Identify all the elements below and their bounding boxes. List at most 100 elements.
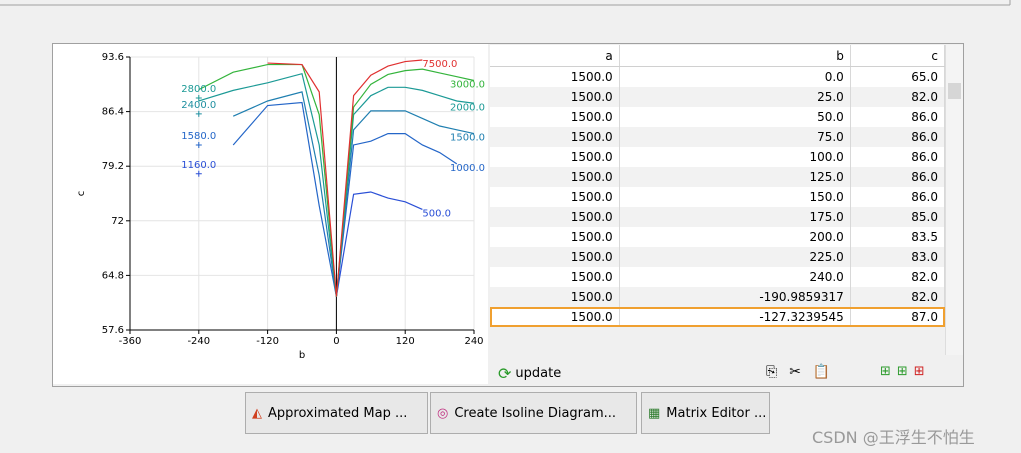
table-cell: 1500.0 (490, 147, 620, 167)
scrollbar[interactable] (945, 45, 963, 355)
table-cell: 1500.0 (490, 127, 620, 147)
isoline-label: 1500.0 (450, 133, 485, 144)
table-row[interactable]: 1500.0 150.0 86.0 (490, 187, 946, 207)
point-marker (195, 170, 202, 177)
y-axis-label: c (76, 191, 87, 197)
matrix-editor-button[interactable]: ▦ Matrix Editor ... (641, 392, 770, 434)
y-tick-label: 72 (111, 216, 124, 227)
table-row[interactable]: 1500.0 -190.9859317 82.0 (490, 287, 946, 307)
table-cell: 1500.0 (490, 267, 620, 287)
data-table[interactable]: a b c 1500.0 0.0 65.0 1500.0 25.0 82.0 1500.0 50.0… (490, 45, 946, 327)
x-tick-label: 240 (464, 336, 483, 347)
button-label: Matrix Editor ... (666, 405, 767, 421)
watermark: CSDN @王浮生不怕生 (812, 428, 975, 447)
isoline (198, 72, 475, 297)
table-cell: 225.0 (619, 247, 851, 267)
x-tick-label: -360 (119, 336, 142, 347)
column-header: a (490, 45, 620, 67)
approx-map-button[interactable]: ◭ Approximated Map ... (245, 392, 428, 434)
y-tick-label: 93.6 (102, 52, 124, 63)
table-row[interactable]: 1500.0 240.0 82.0 (490, 267, 946, 287)
table-cell: 83.5 (850, 227, 946, 247)
point-marker (195, 110, 202, 117)
table-cell: 65.0 (850, 66, 946, 87)
y-tick-label: 64.8 (102, 270, 124, 281)
table-cell: 85.0 (850, 207, 946, 227)
table-cell: 1500.0 (490, 107, 620, 127)
table-row[interactable]: 1500.0 200.0 83.5 (490, 227, 946, 247)
column-header: c (850, 45, 946, 67)
table-cell: 0.0 (619, 66, 851, 87)
table-cell: 1500.0 (490, 187, 620, 207)
table-cell: 86.0 (850, 187, 946, 207)
isoline-label: 2000.0 (450, 102, 485, 113)
x-tick-label: 120 (396, 336, 415, 347)
table-cell: 200.0 (619, 227, 851, 247)
table-row[interactable]: 1500.0 -127.3239545 87.0 (490, 307, 946, 327)
table-row[interactable]: 1500.0 225.0 83.0 (490, 247, 946, 267)
table-cell: 1500.0 (490, 87, 620, 107)
table-cell: 25.0 (619, 87, 851, 107)
button-label: Create Isoline Diagram... (454, 405, 617, 421)
table-cell: 240.0 (619, 267, 851, 287)
table-row[interactable]: 1500.0 100.0 86.0 (490, 147, 946, 167)
table-cell: 175.0 (619, 207, 851, 227)
isoline-label: 500.0 (422, 208, 451, 219)
table-row[interactable]: 1500.0 175.0 85.0 (490, 207, 946, 227)
update-label: update (515, 366, 562, 381)
column-header: b (619, 45, 851, 67)
y-tick-label: 86.4 (102, 107, 124, 118)
table-cell: 125.0 (619, 167, 851, 187)
table-cell: 86.0 (850, 127, 946, 147)
x-axis-label: b (299, 350, 305, 361)
table-cell: 1500.0 (490, 167, 620, 187)
table-cell: -190.9859317 (619, 287, 851, 307)
table-row[interactable]: 1500.0 75.0 86.0 (490, 127, 946, 147)
table-row[interactable]: 1500.0 50.0 86.0 (490, 107, 946, 127)
table-cell: 150.0 (619, 187, 851, 207)
table-cell: 100.0 (619, 147, 851, 167)
point-label: 1580.0 (181, 131, 216, 142)
table-cell: 86.0 (850, 147, 946, 167)
isoline-label: 1000.0 (450, 163, 485, 174)
table-cell: 1500.0 (490, 247, 620, 267)
y-tick-label: 79.2 (102, 161, 124, 172)
table-cell: 86.0 (850, 167, 946, 187)
table-cell: 1500.0 (490, 227, 620, 247)
table-cell: -127.3239545 (619, 307, 851, 327)
table-cell: 83.0 (850, 247, 946, 267)
table-cell: 82.0 (850, 87, 946, 107)
table-cell: 1500.0 (490, 66, 620, 87)
isoline-label: 3000.0 (450, 80, 485, 91)
isoline (232, 91, 475, 297)
isoline (335, 191, 423, 297)
chart: -360 -240 -120 0 120 240 57.6 64.8 72 79.2 86.4 93.… (53, 44, 488, 384)
update-button[interactable]: ⟳ update (498, 364, 562, 383)
point-marker (195, 94, 202, 101)
point-label: 1160.0 (181, 160, 216, 171)
row-icons[interactable]: ⊞⊞⊞ (880, 364, 931, 379)
x-tick-label: 0 (333, 336, 339, 347)
x-tick-label: -120 (256, 336, 279, 347)
y-tick-label: 57.6 (102, 325, 124, 336)
button-label: Approximated Map ... (268, 405, 408, 421)
table-row[interactable]: 1500.0 125.0 86.0 (490, 167, 946, 187)
table-cell: 86.0 (850, 107, 946, 127)
isoline-button[interactable]: ◎ Create Isoline Diagram... (430, 392, 637, 434)
isoline (267, 59, 423, 297)
x-tick-label: -240 (187, 336, 210, 347)
table-cell: 82.0 (850, 267, 946, 287)
point-label: 2400.0 (181, 100, 216, 111)
isoline (232, 101, 458, 297)
table-cell: 1500.0 (490, 307, 620, 327)
point-label: 2800.0 (181, 84, 216, 95)
table-cell: 75.0 (619, 127, 851, 147)
table-row[interactable]: 1500.0 0.0 65.0 (490, 66, 946, 87)
table-row[interactable]: 1500.0 25.0 82.0 (490, 87, 946, 107)
table-cell: 87.0 (850, 307, 946, 327)
point-marker (195, 141, 202, 148)
toolbar-icons[interactable]: ⎘✂📋 (766, 364, 843, 380)
